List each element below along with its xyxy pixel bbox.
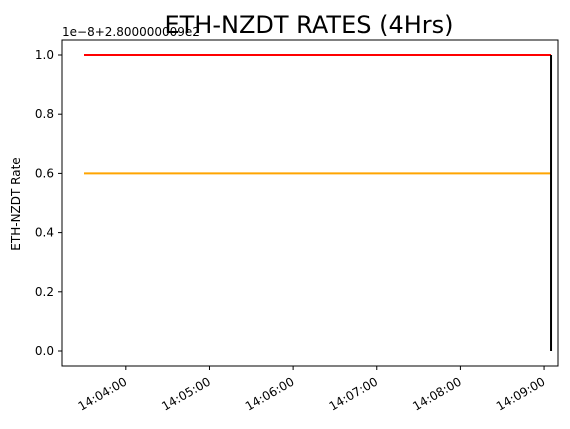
x-tick-label: 14:06:00 bbox=[243, 374, 297, 413]
y-tick-label: 0.4 bbox=[35, 226, 54, 240]
y-offset-label: 1e−8+2.800000009e2 bbox=[62, 25, 200, 39]
x-tick-label: 14:09:00 bbox=[494, 374, 548, 413]
y-tick-label: 0.8 bbox=[35, 107, 54, 121]
plot-area bbox=[84, 54, 553, 351]
y-tick-label: 1.0 bbox=[35, 48, 54, 62]
y-axis-label: ETH-NZDT Rate bbox=[9, 157, 23, 250]
x-tick-label: 14:04:00 bbox=[76, 374, 130, 413]
x-axis: 14:04:00 14:05:00 14:06:00 14:07:00 14:08:00… bbox=[76, 366, 548, 414]
y-tick-label: 0.6 bbox=[35, 166, 54, 180]
y-tick-label: 0.2 bbox=[35, 285, 54, 299]
plot-frame bbox=[61, 39, 559, 367]
y-tick-label: 0.0 bbox=[35, 344, 54, 358]
x-tick-label: 14:08:00 bbox=[410, 374, 464, 413]
x-tick-label: 14:05:00 bbox=[159, 374, 213, 413]
chart-title: ETH-NZDT RATES (4Hrs) bbox=[164, 11, 453, 39]
y-axis: 0.0 0.2 0.4 0.6 0.8 1.0 bbox=[35, 48, 62, 358]
x-tick-label: 14:07:00 bbox=[327, 374, 381, 413]
